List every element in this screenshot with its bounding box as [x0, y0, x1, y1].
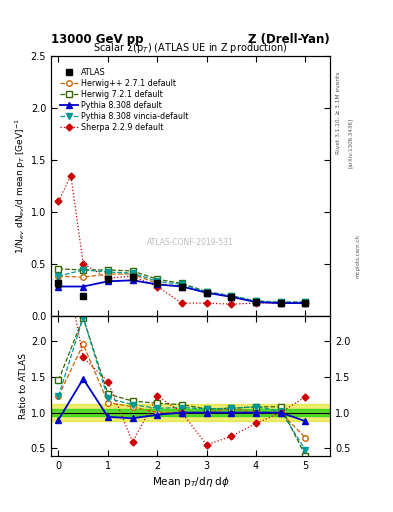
Bar: [51, 409, 330, 416]
Text: Rivet 3.1.10, ≥ 3.1M events: Rivet 3.1.10, ≥ 3.1M events: [336, 72, 341, 154]
Text: 13000 GeV pp: 13000 GeV pp: [51, 33, 143, 46]
Text: mcplots.cern.ch: mcplots.cern.ch: [356, 234, 361, 278]
Text: [arXiv:1306.3436]: [arXiv:1306.3436]: [348, 118, 353, 168]
X-axis label: Mean p$_T$/d$\eta$ d$\phi$: Mean p$_T$/d$\eta$ d$\phi$: [152, 475, 230, 489]
Legend: ATLAS, Herwig++ 2.7.1 default, Herwig 7.2.1 default, Pythia 8.308 default, Pythi: ATLAS, Herwig++ 2.7.1 default, Herwig 7.…: [58, 66, 191, 135]
Y-axis label: 1/N$_{ev}$ dN$_{ev}$/d mean p$_T$ [GeV]$^{-1}$: 1/N$_{ev}$ dN$_{ev}$/d mean p$_T$ [GeV]$…: [13, 118, 28, 254]
Text: ATLAS-CONF-2019-531: ATLAS-CONF-2019-531: [147, 239, 234, 247]
Y-axis label: Ratio to ATLAS: Ratio to ATLAS: [19, 353, 28, 419]
Text: Z (Drell-Yan): Z (Drell-Yan): [248, 33, 330, 46]
Bar: [51, 404, 330, 421]
Title: Scalar $\Sigma$(p$_T$) (ATLAS UE in Z production): Scalar $\Sigma$(p$_T$) (ATLAS UE in Z pr…: [94, 41, 288, 55]
